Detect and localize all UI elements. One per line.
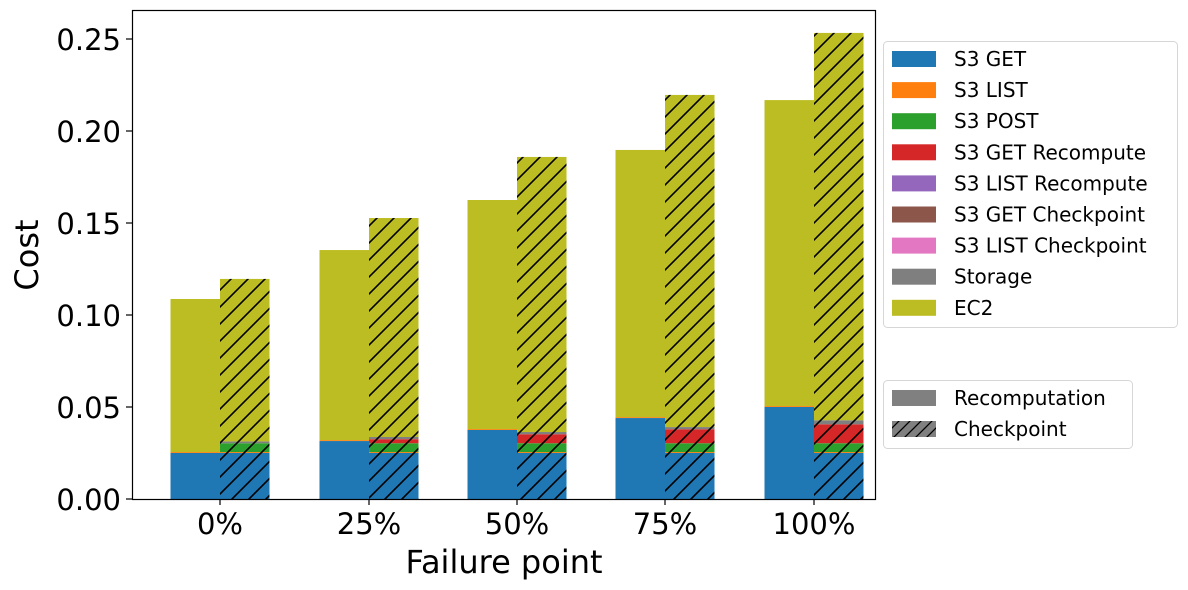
checkpoint-hatch xyxy=(892,421,936,437)
legend-swatch xyxy=(892,113,936,130)
legend-swatch xyxy=(892,82,936,99)
segment-s3-list xyxy=(319,440,369,442)
y-tick-label: 0.00 xyxy=(56,483,121,517)
segment-s3-get xyxy=(319,441,369,499)
segment-s3-list xyxy=(764,406,814,407)
bar-checkpoint-50pct xyxy=(517,156,567,499)
legend-item: S3 LIST Recompute xyxy=(954,171,1148,195)
legend-item: S3 GET Checkpoint xyxy=(954,203,1145,227)
y-tick-label: 0.10 xyxy=(56,299,121,333)
hatch-overlay xyxy=(369,218,419,500)
legend-item: EC2 xyxy=(954,296,993,320)
legend-swatch xyxy=(892,237,936,254)
bar-recomputation-50pct xyxy=(467,200,517,499)
legend-swatch xyxy=(892,299,936,316)
segment-ec2 xyxy=(170,298,220,453)
bar-recomputation-0pct xyxy=(170,298,220,499)
segment-s3-get xyxy=(764,407,814,499)
bar-recomputation-25pct xyxy=(319,250,369,499)
legend-item: Storage xyxy=(954,265,1032,289)
segment-s3-list xyxy=(170,452,220,453)
legend-swatch xyxy=(892,268,936,285)
legend-swatch xyxy=(892,206,936,223)
legend-swatch xyxy=(892,144,936,161)
x-axis-label: Failure point xyxy=(405,543,602,581)
bar-recomputation-75pct xyxy=(615,149,665,499)
hatch-overlay xyxy=(665,94,715,499)
hatch-overlay xyxy=(814,32,864,499)
x-tick-label: 50% xyxy=(485,507,549,541)
x-axis-ticks: 0% 25% 50% 75% 100% xyxy=(197,499,855,541)
hatch-overlay xyxy=(220,278,270,499)
legend-item: S3 GET xyxy=(954,47,1027,71)
legend-strategies: Recomputation Checkpoint xyxy=(883,380,1133,449)
segment-s3-get xyxy=(170,453,220,499)
segment-s3-get xyxy=(467,430,517,499)
bar-checkpoint-75pct xyxy=(665,94,715,499)
y-tick-label: 0.25 xyxy=(56,23,121,57)
legend-item: S3 GET Recompute xyxy=(954,140,1146,164)
segment-ec2 xyxy=(319,250,369,441)
bar-groups xyxy=(170,32,864,500)
recomputation-swatch xyxy=(892,390,936,406)
legend-components: S3 GET S3 LIST S3 POST S3 GET Recompute S3 L… xyxy=(883,41,1178,328)
x-tick-label: 25% xyxy=(337,507,401,541)
bar-checkpoint-25pct xyxy=(369,218,419,500)
x-tick-label: 75% xyxy=(633,507,697,541)
plot-frame xyxy=(131,9,877,501)
bar-checkpoint-0pct xyxy=(220,278,270,499)
bar-checkpoint-100pct xyxy=(814,32,864,499)
y-axis-ticks: 0.00 0.05 0.10 0.15 0.20 0.25 xyxy=(56,23,132,517)
legend-swatch xyxy=(892,175,936,192)
y-tick-label: 0.05 xyxy=(56,391,121,425)
y-tick-label: 0.20 xyxy=(56,115,121,149)
segment-s3-list xyxy=(467,429,517,430)
segment-ec2 xyxy=(467,200,517,430)
legend-item-checkpoint: Checkpoint xyxy=(954,417,1067,441)
segment-s3-list xyxy=(615,417,665,419)
y-axis-label: Cost xyxy=(8,219,46,290)
legend-item-recomputation: Recomputation xyxy=(954,386,1106,410)
segment-ec2 xyxy=(764,100,814,407)
bar-recomputation-100pct xyxy=(764,100,814,499)
y-tick-label: 0.15 xyxy=(56,207,121,241)
segment-ec2 xyxy=(615,149,665,418)
x-tick-label: 0% xyxy=(197,507,243,541)
legend-item: S3 POST xyxy=(954,109,1039,133)
segment-s3-get xyxy=(615,418,665,499)
legend-item: S3 LIST xyxy=(954,78,1029,102)
legend-item: S3 LIST Checkpoint xyxy=(954,234,1147,258)
hatch-overlay xyxy=(517,156,567,499)
legend-swatch xyxy=(892,51,936,67)
x-tick-label: 100% xyxy=(773,507,856,541)
